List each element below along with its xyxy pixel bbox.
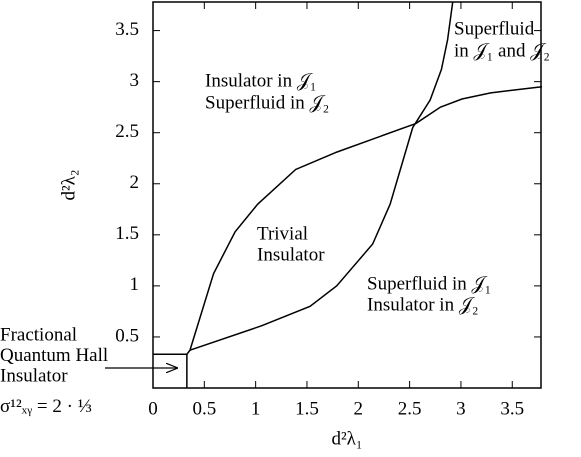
region-label: Trivial [257,223,308,244]
region-label: Fractional [0,324,77,345]
y-tick-label: 1.5 [115,223,139,244]
region-label: Insulator in 𝒥₁ [205,70,317,91]
phase-boundary [186,86,543,355]
region-label: Insulator [257,244,325,265]
region-label: Superfluid [454,18,535,39]
x-tick-label: 0 [148,398,158,419]
y-tick-label: 3.5 [115,19,139,40]
region-label: Superfluid in 𝒥₁ [367,273,491,294]
y-tick-label: 3 [130,70,140,91]
x-tick-label: 2 [354,398,364,419]
x-tick-label: 0.5 [192,398,216,419]
x-axis-label: d²λ₁ [331,428,362,449]
x-tick-label: 3 [456,398,466,419]
region-label: Quantum Hall [0,345,108,366]
y-tick-label: 2 [130,172,140,193]
region-label: in 𝒥₁ and 𝒥₂ [454,40,550,61]
x-tick-label: 1.5 [295,398,319,419]
plot-frame [152,1,542,389]
y-tick-label: 1 [130,274,140,295]
x-tick-label: 2.5 [398,398,422,419]
x-tick-label: 1 [251,398,261,419]
region-label: Insulator in 𝒥₂ [367,294,479,315]
y-tick-label: 2.5 [115,121,139,142]
region-label: Superfluid in 𝒥₂ [205,92,329,113]
x-tick-label: 3.5 [500,398,524,419]
y-tick-label: 0.5 [115,325,139,346]
y-axis-label: d²λ₂ [58,169,79,200]
phase-boundary [153,353,188,388]
region-label: σ¹²ₓᵧ = 2 · ⅓ [0,396,92,417]
region-label: Insulator [0,365,68,386]
phase-boundary [189,1,454,351]
